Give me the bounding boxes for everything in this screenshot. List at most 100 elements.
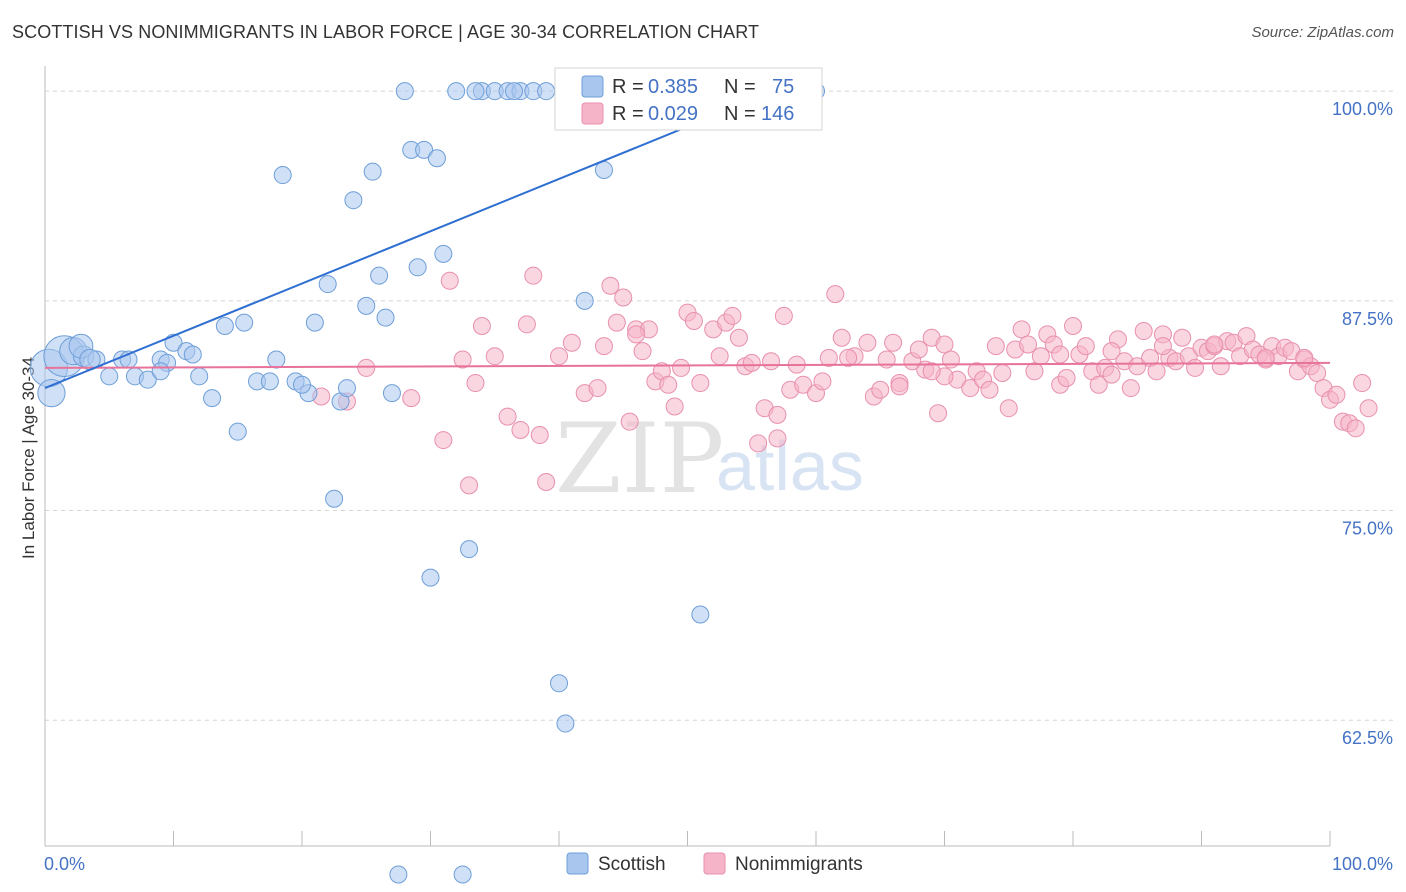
- nonimmigrants-point: [562, 333, 581, 352]
- nonimmigrants-point: [620, 412, 639, 431]
- scottish-point: [389, 865, 408, 884]
- nonimmigrants-point: [1134, 322, 1153, 341]
- nonimmigrants-point: [858, 333, 877, 352]
- scottish-point: [183, 345, 202, 364]
- nonimmigrants-point: [588, 379, 607, 398]
- nonimmigrants-point: [1153, 337, 1172, 356]
- scottish-point: [190, 367, 209, 386]
- nonimmigrants-point: [819, 348, 838, 367]
- nonimmigrants-point: [485, 347, 504, 366]
- nonimmigrants-point: [1308, 363, 1327, 382]
- nonimmigrants-point: [1359, 399, 1378, 418]
- nonimmigrants-point: [1102, 365, 1121, 384]
- nonimmigrants-point: [659, 375, 678, 394]
- nonimmigrants-point: [1346, 419, 1365, 438]
- nonimmigrants-point: [999, 399, 1018, 418]
- legend-bottom-scottish-swatch: [566, 852, 589, 875]
- nonimmigrants-point: [1211, 357, 1230, 376]
- scottish-point: [337, 379, 356, 398]
- nonimmigrants-point: [665, 397, 684, 416]
- nonimmigrants-point: [723, 306, 742, 325]
- nonimmigrants-point: [794, 375, 813, 394]
- scottish-point: [395, 82, 414, 101]
- nonimmigrants-point: [890, 377, 909, 396]
- scottish-point: [434, 244, 453, 263]
- nonimmigrants-point: [749, 434, 768, 453]
- nonimmigrants-point: [832, 328, 851, 347]
- legend-nonimm-r-value: 0.029: [648, 103, 698, 125]
- scottish-point: [382, 384, 401, 403]
- nonimmigrants-point: [1076, 337, 1095, 356]
- scottish-point: [325, 489, 344, 508]
- nonimmigrants-point: [402, 389, 421, 408]
- legend-top: R = 0.385 N = 75 R = 0.029 N = 146: [554, 67, 823, 131]
- scottish-point: [575, 291, 594, 310]
- scottish-point: [415, 140, 434, 159]
- nonimmigrants-point: [993, 363, 1012, 382]
- legend-bottom: Scottish Nonimmigrants: [566, 852, 863, 875]
- nonimmigrants-point: [691, 374, 710, 393]
- nonimmigrants-point: [1012, 320, 1031, 339]
- legend-scottish-r-label: R =: [612, 76, 644, 98]
- nonimmigrants-point: [1025, 362, 1044, 381]
- nonimmigrants-point: [511, 421, 530, 439]
- legend-scottish-n-value: 75: [772, 76, 794, 98]
- nonimmigrants-point: [1064, 317, 1082, 335]
- scottish-point: [537, 82, 556, 101]
- watermark: ZIP atlas: [555, 403, 864, 515]
- nonimmigrants-point: [1186, 358, 1205, 377]
- x-ticks: [44, 831, 1331, 846]
- scottish-point: [305, 313, 324, 332]
- nonimmigrants-point: [684, 311, 703, 330]
- nonimmigrants-point: [768, 429, 787, 448]
- scottish-point: [460, 540, 479, 559]
- nonimmigrants-point: [909, 340, 928, 359]
- scottish-point: [273, 166, 292, 185]
- nonimmigrants-point: [434, 431, 453, 450]
- nonimmigrants-point: [729, 328, 748, 347]
- nonimmigrants-point: [1173, 328, 1192, 347]
- nonimmigrants-point: [929, 404, 948, 423]
- nonimmigrants-point: [614, 288, 633, 307]
- nonimmigrants-points: [312, 266, 1378, 495]
- nonimmigrants-point: [986, 337, 1005, 356]
- nonimmigrants-point: [980, 380, 999, 399]
- scottish-point: [235, 313, 254, 332]
- scottish-point: [447, 82, 466, 101]
- nonimmigrants-point: [935, 335, 954, 354]
- scottish-point: [37, 378, 66, 408]
- nonimmigrants-point: [961, 379, 980, 398]
- nonimmigrants-point: [472, 317, 491, 335]
- scottish-point: [293, 375, 311, 394]
- scottish-point: [151, 362, 170, 381]
- scottish-point: [203, 389, 222, 408]
- legend-nonimm-n-value: 146: [761, 103, 794, 125]
- nonimmigrants-point: [1089, 375, 1108, 394]
- scottish-point: [427, 149, 446, 168]
- y-tick-label: 87.5%: [1342, 309, 1393, 329]
- nonimmigrants-point: [941, 350, 960, 369]
- legend-nonimm-r-label: R =: [612, 103, 644, 125]
- scottish-point: [556, 714, 575, 733]
- x-tick-label-max: 100.0%: [1332, 854, 1393, 874]
- nonimmigrants-point: [633, 342, 652, 361]
- legend-bottom-nonimm-swatch: [703, 852, 726, 875]
- scottish-point: [550, 674, 568, 693]
- scottish-point: [466, 82, 485, 101]
- legend-scottish-r-value: 0.385: [648, 76, 698, 98]
- nonimmigrants-point: [1057, 369, 1076, 387]
- legend-scottish-n-label: N =: [724, 76, 756, 98]
- nonimmigrants-point: [498, 407, 517, 426]
- nonimmigrants-point: [550, 347, 568, 366]
- nonimmigrants-point: [922, 362, 941, 381]
- nonimmigrants-point: [871, 380, 890, 399]
- scottish-point: [421, 568, 440, 587]
- scottish-point: [408, 258, 427, 277]
- nonimmigrants-point: [762, 352, 781, 371]
- nonimmigrants-point: [460, 476, 479, 495]
- scottish-point: [376, 308, 395, 327]
- scottish-point: [691, 605, 710, 624]
- scottish-point: [215, 317, 234, 335]
- nonimmigrants-point: [672, 358, 691, 377]
